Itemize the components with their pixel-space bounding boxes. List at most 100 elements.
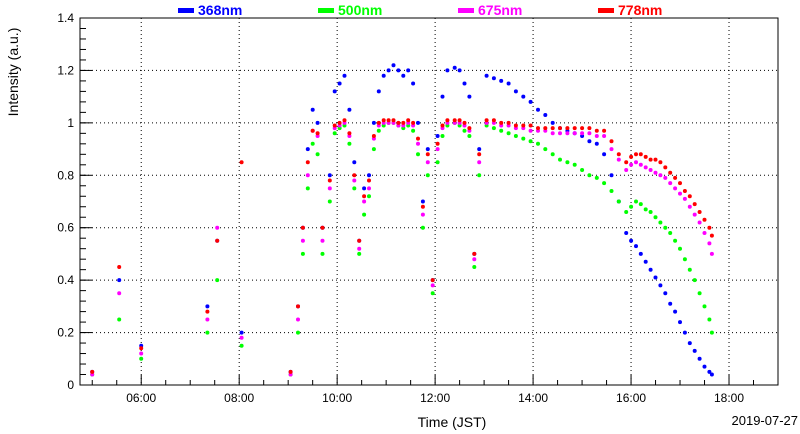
data-point: [638, 162, 643, 167]
data-point: [602, 128, 607, 133]
data-point: [709, 330, 714, 335]
data-point: [357, 246, 362, 251]
data-point: [506, 131, 511, 136]
data-point: [457, 118, 462, 123]
data-point: [638, 202, 643, 207]
data-point: [239, 330, 244, 335]
data-point: [205, 309, 210, 314]
data-point: [425, 160, 430, 165]
data-point: [653, 275, 658, 280]
data-point: [624, 231, 629, 235]
data-point: [678, 320, 682, 325]
data-point: [653, 157, 658, 162]
data-point: [702, 304, 707, 309]
data-point: [352, 178, 357, 183]
data-point: [580, 131, 585, 136]
data-point: [587, 139, 592, 144]
data-point: [425, 147, 430, 152]
data-point: [305, 160, 310, 165]
data-point: [594, 141, 599, 146]
x-tick-label: 14:00: [518, 391, 548, 405]
data-point: [594, 175, 599, 180]
data-point: [643, 259, 648, 264]
data-point: [648, 157, 653, 162]
legend: 368nm 500nm 675nm 778nm: [178, 2, 662, 18]
data-point: [616, 199, 621, 204]
data-point: [430, 283, 435, 288]
data-point: [215, 278, 220, 283]
data-point: [602, 181, 607, 186]
data-point: [638, 152, 643, 157]
data-point: [580, 168, 585, 172]
data-point: [709, 372, 714, 377]
data-point: [513, 123, 518, 128]
data-point: [462, 120, 467, 125]
data-point: [513, 134, 518, 138]
legend-label: 675nm: [478, 2, 522, 18]
data-point: [320, 251, 325, 256]
data-point: [337, 120, 342, 125]
data-point: [678, 246, 682, 251]
data-point: [320, 225, 325, 230]
data-point: [472, 251, 477, 256]
data-point: [367, 186, 371, 191]
data-point: [687, 267, 692, 272]
data-point: [396, 68, 401, 73]
data-point: [668, 231, 673, 235]
data-point: [386, 118, 391, 123]
data-point: [117, 265, 122, 269]
data-point: [300, 238, 305, 243]
data-point: [371, 147, 376, 152]
data-point: [452, 65, 457, 70]
data-point: [602, 152, 607, 157]
data-point: [362, 186, 367, 191]
y-tick-label: 0: [67, 378, 74, 392]
data-point: [558, 131, 562, 136]
data-point: [352, 186, 357, 191]
data-point: [668, 181, 673, 186]
data-point: [425, 173, 430, 178]
data-point: [376, 128, 381, 133]
data-point: [357, 251, 362, 256]
data-point: [376, 89, 381, 94]
data-point: [668, 301, 673, 306]
data-point: [239, 343, 244, 348]
axis-ticks: 06:00 08:00 10:00 12:00 14:00 16:00 18:00 0 0.2 0…: [57, 11, 779, 405]
data-point: [682, 257, 687, 262]
data-point: [638, 251, 643, 256]
data-point: [315, 120, 320, 125]
data-point: [707, 369, 712, 374]
data-point: [117, 317, 122, 322]
data-point: [624, 210, 629, 214]
y-tick-label: 0.4: [57, 273, 74, 287]
data-point: [381, 73, 386, 78]
data-point: [616, 157, 621, 162]
data-point: [648, 210, 653, 214]
data-point: [648, 168, 653, 172]
data-point: [678, 181, 682, 186]
data-point: [643, 154, 648, 159]
data-point: [634, 160, 638, 165]
data-point: [215, 225, 220, 230]
x-tick-label: 08:00: [224, 391, 254, 405]
data-point: [697, 291, 702, 296]
data-point: [310, 107, 315, 112]
data-point: [629, 162, 634, 167]
data-point: [709, 233, 714, 238]
data-point: [565, 131, 570, 136]
data-point: [305, 173, 310, 178]
data-point: [440, 134, 445, 138]
legend-label: 778nm: [618, 2, 662, 18]
data-point: [332, 123, 337, 128]
data-point: [425, 152, 430, 157]
data-point: [673, 309, 678, 314]
data-point: [707, 225, 712, 230]
data-point: [467, 134, 472, 138]
data-point: [673, 238, 678, 243]
data-point: [629, 154, 634, 159]
data-point: [416, 152, 420, 157]
data-point: [337, 81, 342, 86]
data-point: [391, 63, 396, 68]
data-point: [609, 139, 614, 144]
data-point: [420, 199, 425, 204]
